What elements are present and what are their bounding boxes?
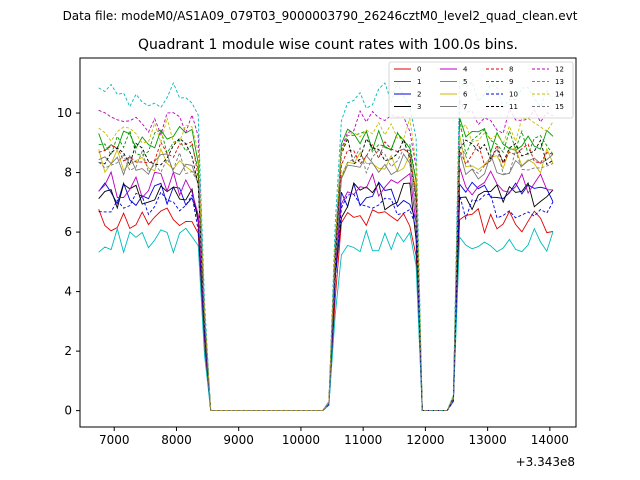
y-tick-label: 10 <box>57 106 72 120</box>
legend-label-13: 13 <box>555 78 564 86</box>
series-layer <box>98 81 554 412</box>
legend-label-11: 11 <box>509 103 518 111</box>
legend-box <box>388 61 574 119</box>
series-line-2 <box>98 181 554 412</box>
series-line-12 <box>98 99 554 412</box>
legend-label-10: 10 <box>509 91 518 99</box>
suptitle: Data file: modeM0/AS1A09_079T03_90000037… <box>63 9 578 23</box>
x-tick-label: 10000 <box>282 433 320 447</box>
x-tick-label: 9000 <box>223 433 254 447</box>
series-line-15 <box>98 143 554 412</box>
series-line-1 <box>98 117 554 412</box>
x-offset-label: +3.343e8 <box>516 455 575 469</box>
legend-label-1: 1 <box>417 78 421 86</box>
x-tick-label: 14000 <box>531 433 569 447</box>
y-tick-label: 0 <box>64 404 72 418</box>
series-line-5 <box>98 227 554 412</box>
series-line-0 <box>98 207 554 412</box>
legend-label-2: 2 <box>417 91 421 99</box>
legend-label-9: 9 <box>509 78 513 86</box>
series-line-14 <box>98 117 554 412</box>
x-tick-label: 7000 <box>99 433 130 447</box>
legend-label-7: 7 <box>463 103 467 111</box>
legend-label-6: 6 <box>463 91 468 99</box>
x-tick-label: 11000 <box>344 433 382 447</box>
legend-label-12: 12 <box>555 66 564 74</box>
chart-title: Quadrant 1 module wise count rates with … <box>138 37 518 53</box>
series-line-10 <box>98 191 554 412</box>
legend-label-14: 14 <box>555 91 564 99</box>
legend-label-3: 3 <box>417 103 421 111</box>
x-axis: 7000 8000 9000 10000 11000 12000 13000 14000 <box>99 427 569 447</box>
y-tick-label: 6 <box>64 225 72 239</box>
legend-label-15: 15 <box>555 103 564 111</box>
legend-label-5: 5 <box>463 78 467 86</box>
legend-label-4: 4 <box>463 66 468 74</box>
y-axis: 0 2 4 6 8 10 <box>57 106 80 418</box>
series-line-3 <box>98 181 554 412</box>
x-tick-label: 12000 <box>406 433 444 447</box>
y-tick-label: 8 <box>64 166 72 180</box>
y-tick-label: 4 <box>64 285 72 299</box>
legend-label-0: 0 <box>417 66 421 74</box>
x-tick-label: 13000 <box>469 433 507 447</box>
series-line-8 <box>98 140 554 412</box>
x-tick-label: 8000 <box>161 433 192 447</box>
plot-frame <box>79 57 577 428</box>
y-tick-label: 2 <box>64 344 72 358</box>
series-line-6 <box>98 134 554 412</box>
series-line-11 <box>98 137 554 412</box>
legend-label-8: 8 <box>509 66 513 74</box>
